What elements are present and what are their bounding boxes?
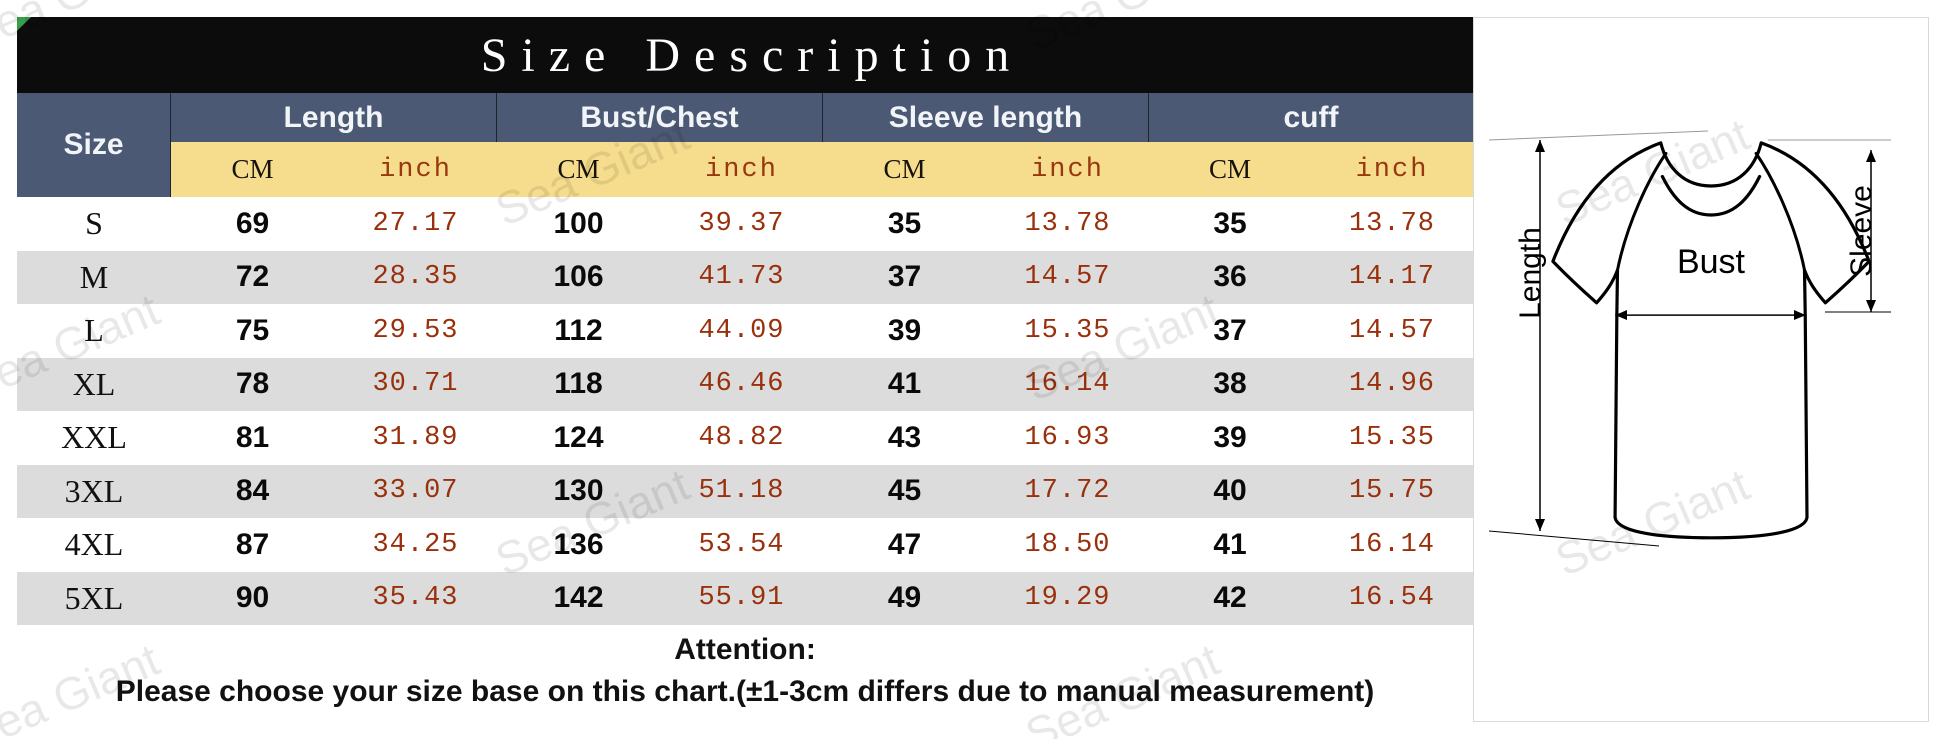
svg-text:Sleeve: Sleeve [1845, 185, 1878, 277]
svg-text:Bust: Bust [1677, 243, 1746, 281]
svg-text:Length: Length [1514, 227, 1547, 319]
